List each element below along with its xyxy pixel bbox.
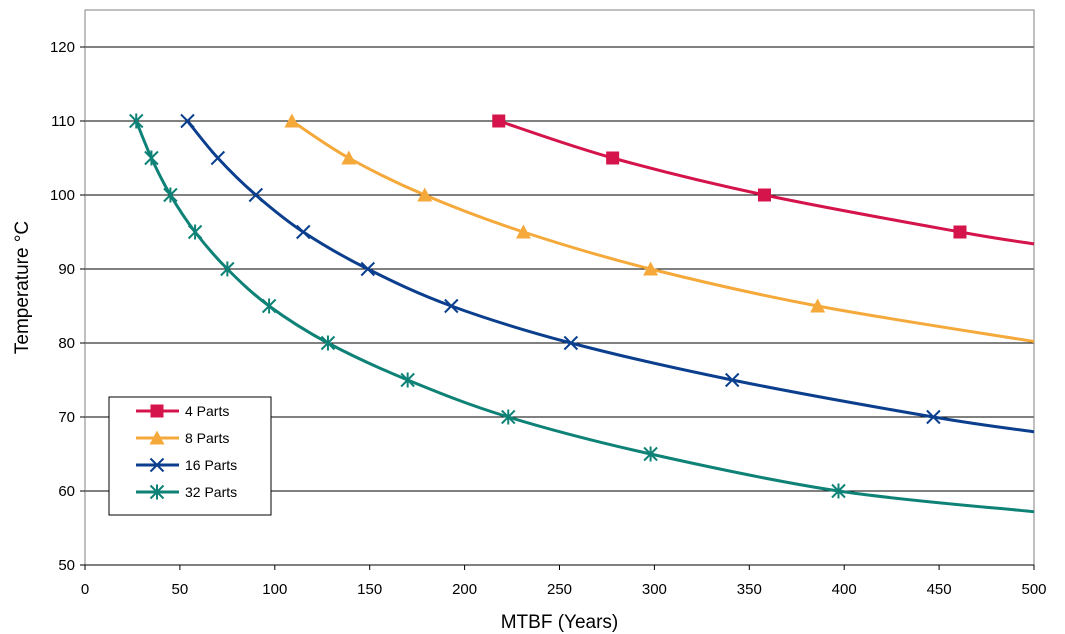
y-axis-label: Temperature °C <box>12 221 33 354</box>
data-point <box>284 113 300 128</box>
data-point <box>515 224 531 239</box>
data-point <box>210 150 226 166</box>
x-tick-label: 350 <box>737 581 762 598</box>
y-tick-label: 90 <box>58 261 75 278</box>
legend-label: 16 Parts <box>185 457 237 473</box>
data-point <box>248 187 264 203</box>
data-point <box>261 298 277 314</box>
series-layer <box>129 113 1035 514</box>
y-tick-label: 120 <box>50 39 75 56</box>
data-point <box>926 409 941 425</box>
data-point <box>492 114 506 128</box>
y-tick-label: 80 <box>58 335 75 352</box>
data-point <box>220 261 235 277</box>
data-point <box>953 225 967 239</box>
legend-marker <box>150 404 164 418</box>
legend-box <box>108 396 272 516</box>
legend-item: 16 Parts <box>136 457 237 473</box>
data-point <box>360 261 376 277</box>
data-point <box>757 188 771 202</box>
data-point <box>444 298 459 314</box>
data-point <box>501 409 516 425</box>
data-point <box>563 335 579 351</box>
data-point <box>144 150 159 166</box>
data-point <box>831 483 846 499</box>
data-point <box>606 151 620 165</box>
legend-label: 4 Parts <box>185 403 229 419</box>
data-point <box>163 187 178 203</box>
x-axis-label: MTBF (Years) <box>501 612 619 633</box>
legend: 4 Parts 8 Parts 16 Parts 32 Parts <box>108 396 272 516</box>
series-32-parts <box>129 113 1035 514</box>
y-tick-label: 110 <box>51 113 75 130</box>
legend-label: 8 Parts <box>185 430 229 446</box>
series-line <box>134 120 1035 514</box>
y-tick-label: 100 <box>50 187 75 204</box>
y-axis-ticks: 50 60 70 80 90 100 110 120 <box>50 39 85 574</box>
legend-item: 32 Parts <box>136 484 237 500</box>
series-8-parts <box>284 113 1035 344</box>
y-tick-label: 50 <box>58 557 75 574</box>
x-axis-ticks: 0 50 100 150 200 250 300 350 400 450 500 <box>81 564 1047 598</box>
legend-marker <box>149 457 165 473</box>
series-4-parts <box>492 114 1035 246</box>
x-tick-label: 200 <box>452 581 477 598</box>
series-line <box>186 120 1035 434</box>
data-point <box>725 372 740 388</box>
data-point <box>341 150 357 165</box>
y-tick-label: 70 <box>58 409 75 426</box>
x-tick-label: 50 <box>172 581 189 598</box>
series-line <box>291 119 1035 344</box>
x-tick-label: 0 <box>81 581 89 598</box>
x-tick-label: 300 <box>642 581 667 598</box>
legend-item: 8 Parts <box>136 430 229 446</box>
data-point <box>643 446 658 462</box>
x-tick-label: 400 <box>832 581 857 598</box>
x-tick-label: 100 <box>262 581 287 598</box>
data-point <box>296 224 311 240</box>
legend-marker <box>149 430 165 445</box>
data-point <box>180 113 195 129</box>
x-tick-label: 150 <box>357 581 382 598</box>
data-point <box>400 372 415 388</box>
y-tick-label: 60 <box>58 483 75 500</box>
series-16-parts <box>180 113 1035 434</box>
data-point <box>320 335 336 351</box>
series-line <box>498 119 1035 246</box>
x-tick-label: 250 <box>547 581 572 598</box>
x-tick-label: 500 <box>1021 581 1046 598</box>
legend-item: 4 Parts <box>136 403 229 419</box>
x-tick-label: 450 <box>927 581 952 598</box>
data-point <box>187 224 203 240</box>
data-point <box>129 113 144 129</box>
data-point <box>810 298 826 313</box>
data-point <box>643 261 659 276</box>
legend-marker <box>149 484 165 500</box>
data-point <box>417 187 433 202</box>
legend-label: 32 Parts <box>185 484 237 500</box>
